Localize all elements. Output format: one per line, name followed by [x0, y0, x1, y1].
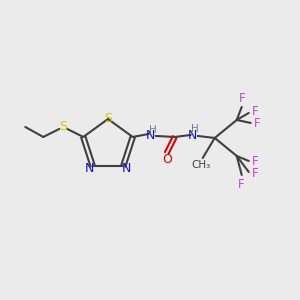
Text: S: S — [104, 112, 112, 124]
Text: O: O — [162, 154, 172, 166]
Text: N: N — [122, 161, 131, 175]
Text: H: H — [149, 125, 157, 135]
Text: N: N — [188, 130, 197, 142]
Text: F: F — [251, 106, 258, 118]
Text: H: H — [191, 124, 199, 134]
Text: F: F — [254, 118, 260, 130]
Text: F: F — [251, 155, 258, 169]
Text: N: N — [146, 130, 155, 142]
Text: F: F — [251, 167, 258, 181]
Text: F: F — [237, 178, 244, 191]
Text: F: F — [238, 92, 245, 106]
Text: CH₃: CH₃ — [191, 160, 210, 170]
Text: N: N — [85, 161, 94, 175]
Text: S: S — [59, 121, 67, 134]
